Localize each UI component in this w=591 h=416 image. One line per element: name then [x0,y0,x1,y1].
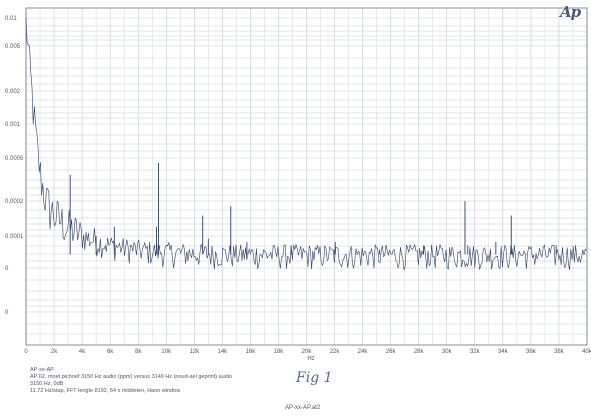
x-tick-label: 6k [107,349,114,355]
horizontal-gridlines [26,17,587,335]
y-tick-label: 0.005 [5,44,21,50]
spectrum-trace [25,17,587,271]
x-tick-label: 24k [358,349,369,355]
x-tick-label: 8k [135,349,142,355]
x-tick-label: 18k [274,349,285,355]
ap-logo: Ap [560,3,581,21]
chart-notes: AP-xx-AP AP 02, moet pichoef 3150 Hz aud… [30,367,232,395]
vertical-gridlines [25,8,588,345]
note-line: 11.72 Hz/stap, FFT lengte 8192, 64 x mid… [30,388,181,394]
handwritten-figure-label: Fig 1 [296,370,333,386]
x-tick-label: 36k [526,349,537,355]
x-tick-label: 30k [442,349,453,355]
x-tick-label: 26k [386,349,397,355]
y-tick-label: 0 [5,310,9,316]
x-tick-label: 20k [302,349,313,355]
x-tick-label: 2k [51,349,58,355]
note-line: AP 02, moet pichoef 3150 Hz audio (ppm) … [30,374,232,380]
x-tick-label: 16k [246,349,257,355]
x-tick-label: 4k [79,349,86,355]
plot-frame [25,7,588,346]
note-line: 3150 Hz, 0dB [30,381,64,387]
x-tick-label: 22k [330,349,341,355]
x-tick-label: 40k [582,349,591,355]
y-tick-label: 0.0002 [5,199,24,205]
spur-peaks [69,162,557,255]
x-tick-label: 32k [470,349,481,355]
y-tick-label: 0.0005 [5,156,24,162]
y-tick-label: 0.001 [5,122,21,128]
x-tick-label: 34k [498,349,509,355]
y-tick-label: 0.0001 [5,234,24,240]
y-tick-label: 0.002 [5,89,21,95]
x-tick-label: 12k [189,349,200,355]
y-tick-labels: 0.01 0.005 0.002 0.001 0.0005 0.0002 0.0001 0 0 [5,16,24,316]
note-line: AP-xx-AP [30,367,54,373]
y-tick-label: 0.01 [5,16,17,22]
x-tick-labels: 0 2k 4k 6k 8k 10k 12k 14k 16k 18k 20k 22k 24k 26k 28k 3… [24,349,591,355]
x-tick-label: 10k [161,349,172,355]
x-tick-label: 38k [554,349,565,355]
file-footer: AP-xx-AP.at2 [285,405,321,411]
y-tick-label: 0 [5,266,9,272]
x-tick-label: 28k [414,349,425,355]
x-tick-label: 14k [218,349,229,355]
x-axis-label: Hz [307,356,314,362]
x-tick-label: 0 [24,349,28,355]
